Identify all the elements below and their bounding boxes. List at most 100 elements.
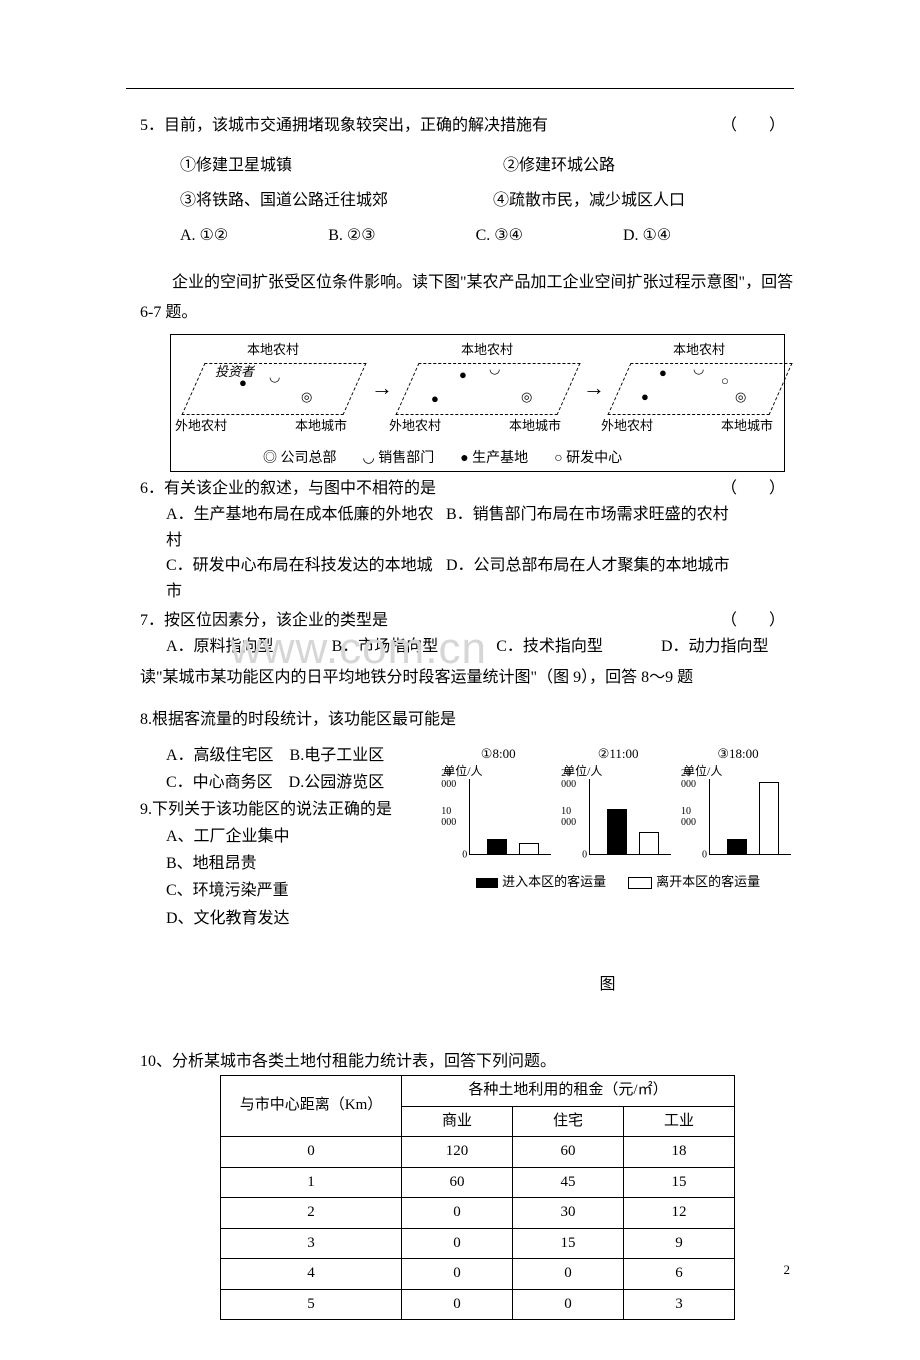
q5-opt4: ④疏散市民，减少城区人口 — [493, 183, 685, 218]
q7-c: C．技术指向型 — [496, 634, 603, 660]
cell-dist: 2 — [221, 1198, 402, 1229]
col-industrial: 工业 — [624, 1106, 735, 1137]
q8-cd: C．中心商务区 D.公园游览区 — [140, 769, 415, 796]
q5-opt1: ①修建卫星城镇 — [180, 148, 292, 183]
stage3-rd-icon: ○ — [721, 373, 729, 389]
q5-choice-b: B. ②③ — [328, 218, 375, 253]
bar-out — [759, 782, 779, 854]
chart-axes: 20 00010 0000 — [681, 779, 795, 865]
cell-industrial: 9 — [624, 1228, 735, 1259]
bar-in — [727, 839, 747, 854]
q5-stem-row: 5．目前，该城市交通拥堵现象较突出，正确的解决措施有 （ ） — [140, 110, 795, 142]
q5-options-row1: ①修建卫星城镇 ②修建环城公路 — [140, 148, 795, 183]
cell-residential: 30 — [513, 1198, 624, 1229]
label-wdnc-3: 外地农村 — [601, 415, 653, 434]
q8-stem: 8.根据客流量的时段统计，该功能区最可能是 — [140, 704, 795, 736]
diagram-legend: ◎ 公司总部 ◡ 销售部门 ● 生产基地 ○ 研发中心 — [263, 447, 622, 467]
table-row: 01206018 — [221, 1137, 735, 1168]
q6-b: B．销售部门布局在市场需求旺盛的农村 — [446, 502, 729, 553]
cell-residential: 0 — [513, 1259, 624, 1290]
figure-label: 图 — [420, 970, 795, 994]
bar-out — [639, 832, 659, 855]
stage2-sale-icon: ◡ — [489, 361, 500, 377]
bar-in — [487, 839, 507, 854]
label-bdcs-2: 本地城市 — [509, 415, 561, 434]
legend-sales: ◡ 销售部门 — [363, 447, 435, 467]
cell-residential: 15 — [513, 1228, 624, 1259]
label-bdnc-3: 本地农村 — [673, 339, 725, 358]
cell-residential: 60 — [513, 1137, 624, 1168]
q8-q9-left: A．高级住宅区 B.电子工业区 C．中心商务区 D.公园游览区 9.下列关于该功… — [140, 742, 415, 932]
cell-commercial: 0 — [402, 1259, 513, 1290]
stage2-plane — [395, 363, 580, 415]
q6-c: C．研发中心布局在科技发达的本地城市 — [166, 553, 446, 604]
stage3-hq-icon: ◎ — [735, 389, 746, 405]
q5-options-row2: ③将铁路、国道公路迁往城郊 ④疏散市民，减少城区人口 — [140, 183, 795, 218]
table-row: 5003 — [221, 1289, 735, 1320]
q10-stem: 10、分析某城市各类土地付租能力统计表，回答下列问题。 — [140, 1048, 795, 1075]
diagram-stage-3: 本地农村 ● ● ◡ ○ ◎ 外地农村 本地城市 — [601, 339, 791, 431]
label-bdcs-1: 本地城市 — [295, 415, 347, 434]
rent-table: 与市中心距离（Km） 各种土地利用的租金（元/㎡） 商业 住宅 工业 01206… — [220, 1075, 735, 1320]
cell-industrial: 18 — [624, 1137, 735, 1168]
q7-paren: （ ） — [721, 608, 795, 634]
chart-title: ②11:00 — [561, 746, 675, 762]
q5-choices: A. ①② B. ②③ C. ③④ D. ①④ — [140, 218, 795, 253]
head-dist: 与市中心距离（Km） — [221, 1076, 402, 1137]
q6-paren: （ ） — [721, 476, 795, 502]
table-row: 1604515 — [221, 1167, 735, 1198]
diagram-stage-2: 本地农村 ● ● ◡ ◎ 外地农村 本地城市 — [389, 339, 579, 431]
q5-choice-c: C. ③④ — [476, 218, 523, 253]
table-row: 203012 — [221, 1198, 735, 1229]
table-row: 30159 — [221, 1228, 735, 1259]
legend-hq: ◎ 公司总部 — [263, 447, 337, 467]
q5-opt3: ③将铁路、国道公路迁往城郊 — [180, 183, 388, 218]
q5-choice-a: A. ①② — [180, 218, 228, 253]
cell-industrial: 15 — [624, 1167, 735, 1198]
q5-opt2: ②修建环城公路 — [503, 148, 615, 183]
q8-q9-area: A．高级住宅区 B.电子工业区 C．中心商务区 D.公园游览区 9.下列关于该功… — [140, 742, 795, 932]
mini-chart-2: ②11:00单位/人20 00010 0000 — [561, 746, 675, 865]
q6-a: A．生产基地布局在成本低廉的外地农村 — [166, 502, 446, 553]
q9-stem: 9.下列关于该功能区的说法正确的是 — [140, 796, 415, 823]
cell-dist: 4 — [221, 1259, 402, 1290]
document-page: 5．目前，该城市交通拥堵现象较突出，正确的解决措施有 （ ） ①修建卫星城镇 ②… — [0, 0, 920, 1360]
col-commercial: 商业 — [402, 1106, 513, 1137]
chart-axes: 20 00010 0000 — [441, 779, 555, 865]
col-residential: 住宅 — [513, 1106, 624, 1137]
cell-residential: 0 — [513, 1289, 624, 1320]
label-bdnc-2: 本地农村 — [461, 339, 513, 358]
q5-stem: 5．目前，该城市交通拥堵现象较突出，正确的解决措施有 — [140, 110, 548, 142]
cell-industrial: 12 — [624, 1198, 735, 1229]
label-wdnc-2: 外地农村 — [389, 415, 441, 434]
cell-dist: 1 — [221, 1167, 402, 1198]
stage2-dot2: ● — [459, 367, 467, 383]
legend-out-label: 离开本区的客运量 — [656, 874, 760, 889]
bar-in — [607, 809, 627, 855]
cell-dist: 3 — [221, 1228, 402, 1259]
watermark: www.com.cn — [230, 624, 487, 674]
q10: 10、分析某城市各类土地付租能力统计表，回答下列问题。 与市中心距离（Km） 各… — [140, 1048, 795, 1320]
cell-industrial: 6 — [624, 1259, 735, 1290]
cell-commercial: 0 — [402, 1198, 513, 1229]
label-bdcs-3: 本地城市 — [721, 415, 773, 434]
cell-dist: 5 — [221, 1289, 402, 1320]
diagram-stage-1: 本地农村 投资者 ● ◡ ◎ 外地农村 本地城市 — [175, 339, 365, 431]
page-number: 2 — [784, 1262, 791, 1278]
q6: 6．有关该企业的叙述，与图中不相符的是 （ ） A．生产基地布局在成本低廉的外地… — [140, 476, 795, 604]
chart-legend: 进入本区的客运量 离开本区的客运量 — [441, 871, 795, 890]
bar-out — [519, 843, 539, 854]
q5-paren: （ ） — [721, 110, 795, 142]
cell-commercial: 0 — [402, 1228, 513, 1259]
chart-title: ③18:00 — [681, 746, 795, 762]
stage1-dot1: ● — [239, 375, 247, 391]
stage2-hq-icon: ◎ — [521, 389, 532, 405]
legend-out: 离开本区的客运量 — [628, 871, 760, 890]
stage3-dot1: ● — [641, 389, 649, 405]
label-wdnc-1: 外地农村 — [175, 415, 227, 434]
subway-charts: ①8:00单位/人20 00010 0000②11:00单位/人20 00010… — [441, 742, 795, 932]
cell-residential: 45 — [513, 1167, 624, 1198]
stage2-dot1: ● — [431, 391, 439, 407]
q9-a: A、工厂企业集中 — [140, 823, 415, 850]
q9-c: C、环境污染严重 — [140, 877, 415, 904]
